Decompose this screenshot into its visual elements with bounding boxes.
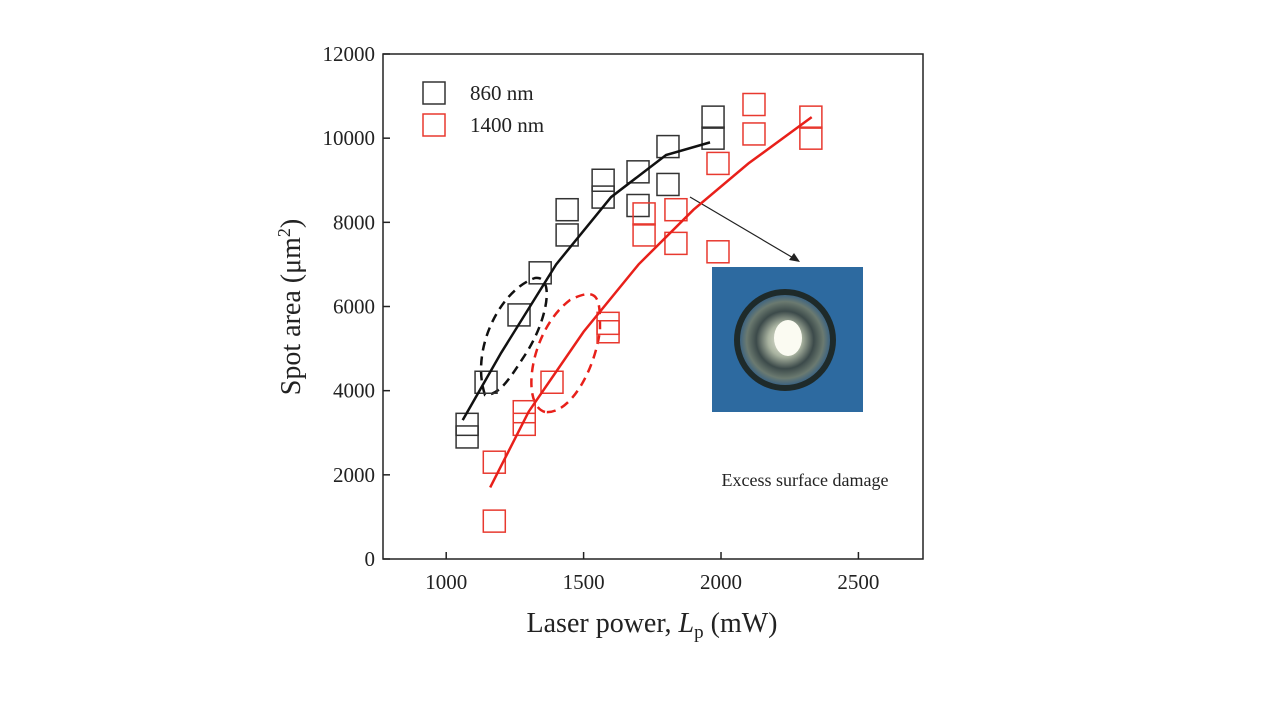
y-tick-label: 4000 xyxy=(333,379,375,403)
marker xyxy=(701,126,725,150)
marker xyxy=(701,105,725,129)
marker xyxy=(555,223,579,247)
y-tick-label: 6000 xyxy=(333,295,375,319)
marker xyxy=(482,450,507,474)
dashed-outlines xyxy=(479,276,602,414)
y-label-sup: 2 xyxy=(274,228,294,237)
legend-marker xyxy=(422,113,446,137)
y-tick-label: 10000 xyxy=(323,126,376,150)
marker xyxy=(799,126,823,150)
y-tick-label: 8000 xyxy=(333,210,375,234)
y-label-text: Spot area (μm xyxy=(276,237,307,395)
marker xyxy=(626,160,650,184)
marker xyxy=(474,370,498,394)
marker xyxy=(706,151,730,176)
marker xyxy=(591,168,615,192)
x-tick-label: 2500 xyxy=(837,570,879,594)
annotation: Excess surface damage xyxy=(722,470,889,490)
marker xyxy=(626,193,650,218)
marker xyxy=(512,412,537,437)
x-tick-label: 2000 xyxy=(700,570,742,594)
legend-label: 860 nm xyxy=(470,81,534,105)
marker xyxy=(632,202,656,226)
x-label-var: L xyxy=(678,608,695,639)
marker xyxy=(482,509,507,533)
x-label-text: Laser power, xyxy=(527,608,679,639)
fit-line xyxy=(489,116,813,489)
y-label-close: ) xyxy=(276,219,307,228)
marker xyxy=(706,240,730,264)
marker xyxy=(742,122,766,146)
marker xyxy=(656,134,680,159)
y-tick-label: 12000 xyxy=(323,42,376,66)
marker xyxy=(455,425,479,449)
marker xyxy=(664,197,688,222)
legend-marker xyxy=(422,81,446,105)
y-tick-label: 2000 xyxy=(333,463,375,487)
inset-image xyxy=(712,267,863,412)
marker xyxy=(664,231,688,256)
x-tick-label: 1500 xyxy=(563,570,605,594)
marker xyxy=(656,172,680,197)
marker xyxy=(540,370,564,394)
marker xyxy=(596,320,620,344)
marker xyxy=(742,92,766,117)
arrow-head xyxy=(789,253,800,262)
x-label-unit: (mW) xyxy=(704,608,778,639)
x-label-sub: p xyxy=(694,622,704,643)
fit-line xyxy=(461,141,711,421)
marker xyxy=(528,261,552,285)
marker xyxy=(799,105,823,129)
x-axis-label: Laser power, Lp (mW) xyxy=(527,608,778,643)
arrow xyxy=(689,196,796,260)
legend-label: 1400 nm xyxy=(470,113,544,137)
marker xyxy=(632,223,656,247)
y-tick-label: 0 xyxy=(365,547,376,571)
x-tick-label: 1000 xyxy=(425,570,467,594)
marker xyxy=(455,412,479,437)
marker xyxy=(555,197,579,222)
y-axis-label: Spot area (μm2) xyxy=(274,219,307,395)
